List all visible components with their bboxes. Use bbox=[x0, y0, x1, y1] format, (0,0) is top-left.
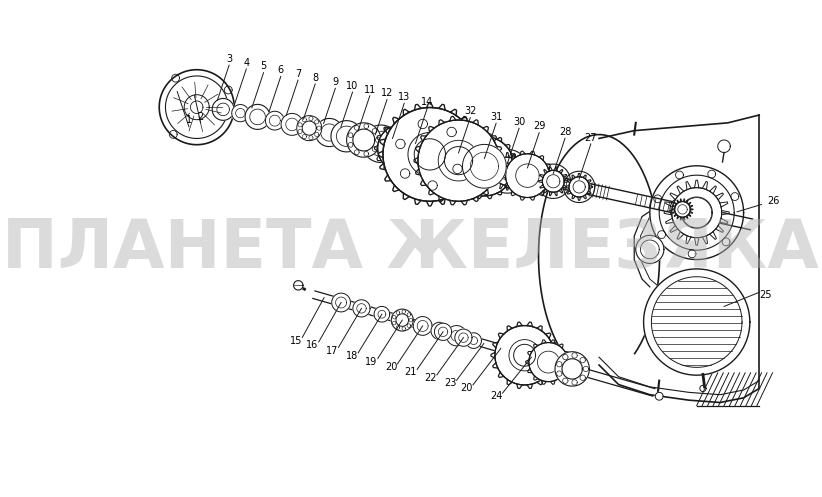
Text: 7: 7 bbox=[295, 69, 301, 79]
Polygon shape bbox=[374, 307, 390, 322]
Polygon shape bbox=[675, 202, 690, 217]
Polygon shape bbox=[316, 118, 344, 147]
Polygon shape bbox=[455, 329, 472, 346]
Text: 6: 6 bbox=[278, 65, 284, 75]
Text: 25: 25 bbox=[760, 290, 772, 300]
Polygon shape bbox=[377, 125, 425, 171]
Polygon shape bbox=[212, 98, 234, 120]
Polygon shape bbox=[493, 157, 521, 185]
Polygon shape bbox=[650, 166, 744, 259]
Text: 21: 21 bbox=[404, 367, 417, 378]
Text: 10: 10 bbox=[346, 81, 358, 91]
Text: 22: 22 bbox=[424, 373, 436, 383]
Polygon shape bbox=[281, 113, 303, 135]
Text: 29: 29 bbox=[533, 121, 545, 131]
Polygon shape bbox=[446, 326, 467, 346]
Text: 11: 11 bbox=[363, 84, 376, 94]
Polygon shape bbox=[297, 116, 321, 141]
Polygon shape bbox=[391, 309, 413, 331]
Polygon shape bbox=[644, 269, 750, 375]
Text: 13: 13 bbox=[398, 92, 410, 102]
Text: 19: 19 bbox=[366, 356, 377, 366]
Polygon shape bbox=[672, 188, 722, 238]
Polygon shape bbox=[363, 125, 399, 163]
Text: 17: 17 bbox=[326, 345, 339, 355]
Text: 14: 14 bbox=[421, 97, 433, 107]
Text: 27: 27 bbox=[584, 133, 597, 143]
Polygon shape bbox=[455, 137, 514, 196]
Polygon shape bbox=[391, 309, 413, 331]
Polygon shape bbox=[529, 342, 568, 382]
Text: ПЛАНЕТА ЖЕЛЕЗЯКА: ПЛАНЕТА ЖЕЛЕЗЯКА bbox=[2, 216, 819, 282]
Polygon shape bbox=[543, 170, 564, 192]
Text: 32: 32 bbox=[464, 106, 477, 116]
Polygon shape bbox=[231, 107, 243, 120]
Text: 20: 20 bbox=[460, 383, 473, 393]
Text: 23: 23 bbox=[444, 378, 456, 389]
Text: 16: 16 bbox=[307, 340, 319, 350]
Polygon shape bbox=[266, 111, 284, 130]
Polygon shape bbox=[418, 120, 499, 201]
Polygon shape bbox=[353, 300, 370, 317]
Polygon shape bbox=[463, 145, 506, 188]
Polygon shape bbox=[555, 352, 589, 386]
Polygon shape bbox=[569, 177, 589, 197]
Polygon shape bbox=[245, 104, 270, 129]
Polygon shape bbox=[293, 281, 303, 290]
Text: 3: 3 bbox=[226, 54, 232, 64]
Polygon shape bbox=[655, 392, 663, 400]
Text: 5: 5 bbox=[261, 62, 266, 72]
Text: 4: 4 bbox=[243, 58, 249, 68]
Text: 15: 15 bbox=[290, 335, 302, 345]
Text: 24: 24 bbox=[490, 391, 502, 401]
Polygon shape bbox=[431, 322, 448, 339]
Polygon shape bbox=[331, 121, 363, 152]
Text: 18: 18 bbox=[346, 351, 358, 361]
Text: 1: 1 bbox=[186, 115, 192, 125]
Text: 20: 20 bbox=[385, 362, 397, 372]
Polygon shape bbox=[435, 323, 451, 340]
Polygon shape bbox=[495, 326, 554, 385]
Text: 31: 31 bbox=[490, 112, 502, 122]
Polygon shape bbox=[159, 70, 234, 145]
Text: 26: 26 bbox=[737, 196, 779, 212]
Text: 12: 12 bbox=[381, 88, 393, 98]
Text: 8: 8 bbox=[312, 73, 318, 83]
Polygon shape bbox=[506, 154, 549, 197]
Polygon shape bbox=[232, 104, 249, 122]
Polygon shape bbox=[332, 293, 350, 312]
Polygon shape bbox=[383, 107, 477, 201]
Polygon shape bbox=[347, 123, 381, 157]
Polygon shape bbox=[413, 317, 432, 335]
Polygon shape bbox=[466, 333, 482, 348]
Text: 9: 9 bbox=[332, 77, 339, 87]
Text: 2: 2 bbox=[197, 112, 204, 122]
Text: 30: 30 bbox=[513, 117, 525, 127]
Text: 28: 28 bbox=[559, 127, 571, 137]
Polygon shape bbox=[635, 235, 664, 263]
